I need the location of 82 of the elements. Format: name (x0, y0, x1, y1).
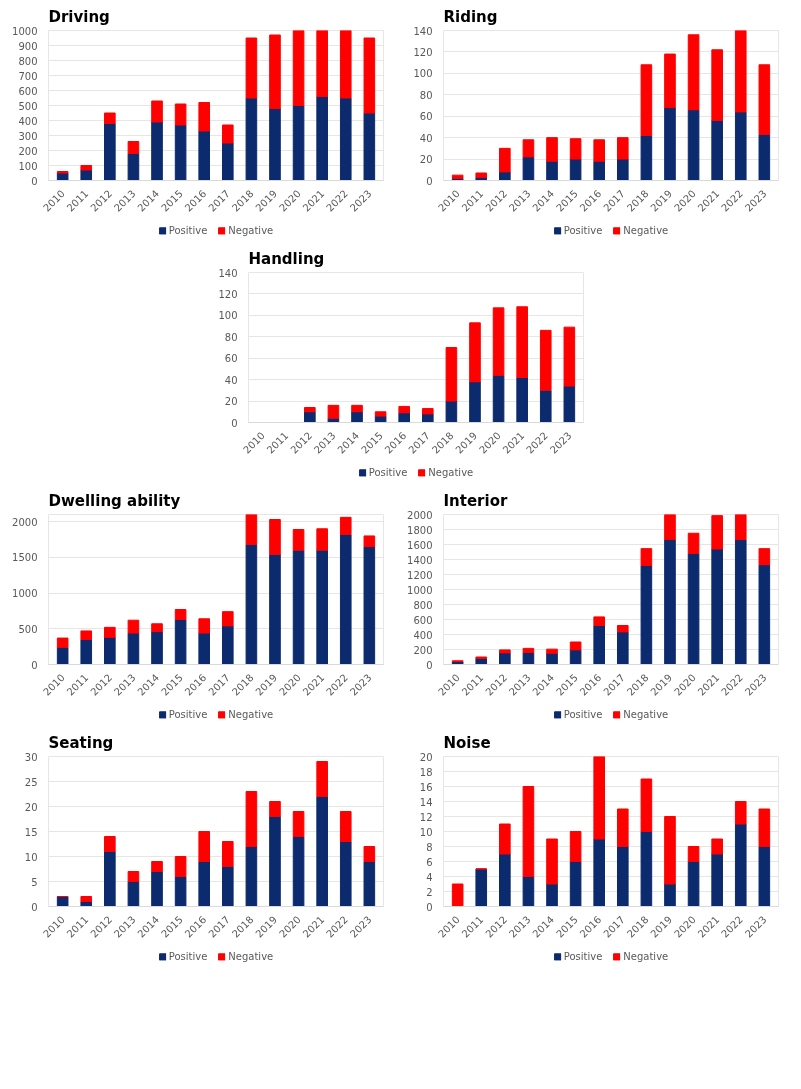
legend-label: Negative (428, 466, 474, 478)
legend-label: Negative (228, 224, 274, 236)
y-tick-label: 0 (426, 175, 433, 187)
chart-title: Handling (248, 249, 325, 268)
legend-label: Negative (623, 708, 669, 720)
y-tick-label: 120 (218, 288, 238, 300)
chart-title: Seating (48, 733, 114, 752)
y-tick-label: 100 (218, 310, 238, 322)
legend-label: Negative (228, 708, 274, 720)
y-tick-label: 25 (24, 776, 38, 788)
y-tick-label: 40 (419, 132, 433, 144)
y-tick-label: 8 (426, 841, 433, 853)
y-tick-label: 140 (413, 25, 433, 37)
y-tick-label: 700 (18, 70, 38, 82)
y-tick-label: 900 (18, 40, 38, 52)
y-tick-label: 100 (413, 68, 433, 80)
y-tick-label: 60 (224, 353, 238, 365)
y-tick-label: 200 (18, 145, 38, 157)
y-tick-label: 20 (419, 751, 433, 763)
legend-label: Negative (228, 950, 274, 962)
y-tick-label: 80 (224, 331, 238, 343)
legend-label: Positive (563, 708, 603, 720)
y-tick-label: 5 (31, 876, 38, 888)
y-tick-label: 15 (24, 826, 38, 838)
y-tick-label: 1000 (12, 25, 38, 37)
chart-title: Interior (443, 491, 508, 510)
y-tick-label: 0 (31, 901, 38, 913)
y-tick-label: 600 (413, 614, 433, 626)
y-tick-label: 800 (18, 55, 38, 67)
y-tick-label: 20 (419, 154, 433, 166)
y-tick-label: 1500 (12, 552, 38, 564)
y-tick-label: 120 (413, 46, 433, 58)
y-tick-label: 600 (18, 85, 38, 97)
chart-title: Noise (443, 733, 491, 752)
legend-label: Positive (168, 224, 208, 236)
y-tick-label: 60 (419, 111, 433, 123)
y-tick-label: 2000 (12, 516, 38, 528)
y-tick-label: 2 (426, 886, 433, 898)
y-tick-label: 400 (413, 629, 433, 641)
legend-label: Positive (168, 708, 208, 720)
y-tick-label: 0 (31, 175, 38, 187)
y-tick-label: 100 (18, 160, 38, 172)
y-tick-label: 1800 (407, 524, 433, 536)
y-tick-label: 20 (24, 801, 38, 813)
y-tick-label: 400 (18, 115, 38, 127)
legend-label: Positive (168, 950, 208, 962)
y-tick-label: 80 (419, 89, 433, 101)
y-tick-label: 1000 (12, 588, 38, 600)
y-tick-label: 18 (419, 766, 433, 778)
legend-label: Negative (623, 224, 669, 236)
chart-title: Dwelling ability (48, 491, 181, 510)
y-tick-label: 500 (18, 623, 38, 635)
y-tick-label: 1200 (407, 569, 433, 581)
y-tick-label: 14 (419, 796, 433, 808)
y-tick-label: 4 (426, 871, 433, 883)
y-tick-label: 0 (426, 659, 433, 671)
y-tick-label: 10 (24, 851, 38, 863)
y-tick-label: 2000 (407, 509, 433, 521)
y-tick-label: 40 (224, 374, 238, 386)
y-tick-label: 10 (419, 826, 433, 838)
chart-title: Driving (48, 7, 110, 26)
y-tick-label: 0 (231, 417, 238, 429)
y-tick-label: 12 (419, 811, 433, 823)
y-tick-label: 20 (224, 396, 238, 408)
y-tick-label: 0 (426, 901, 433, 913)
y-tick-label: 800 (413, 599, 433, 611)
y-tick-label: 0 (31, 659, 38, 671)
y-tick-label: 300 (18, 130, 38, 142)
y-tick-label: 30 (24, 751, 38, 763)
y-tick-label: 1400 (407, 554, 433, 566)
y-tick-label: 200 (413, 644, 433, 656)
y-tick-label: 1600 (407, 539, 433, 551)
y-tick-label: 6 (426, 856, 433, 868)
y-tick-label: 16 (419, 781, 433, 793)
y-tick-label: 140 (218, 267, 238, 279)
legend-label: Positive (563, 224, 603, 236)
legend-label: Negative (623, 950, 669, 962)
legend-label: Positive (368, 466, 408, 478)
legend-label: Positive (563, 950, 603, 962)
y-tick-label: 1000 (407, 584, 433, 596)
chart-title: Riding (443, 7, 498, 26)
y-tick-label: 500 (18, 100, 38, 112)
